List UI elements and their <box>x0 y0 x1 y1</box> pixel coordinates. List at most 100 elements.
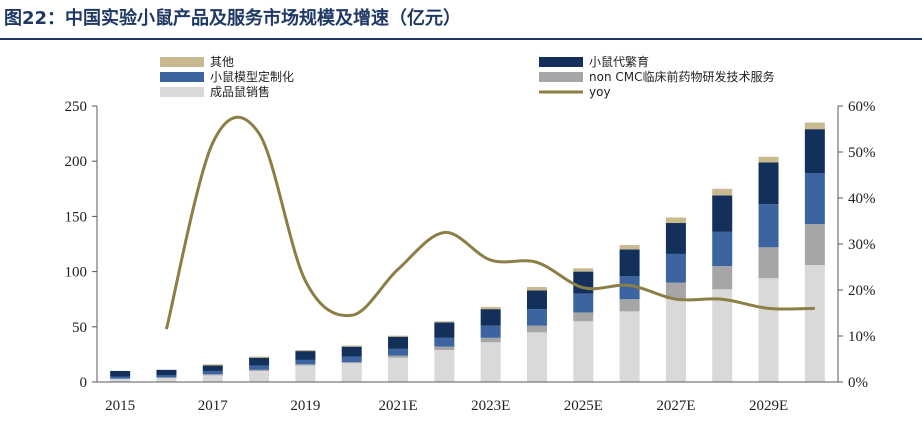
bar-breeding <box>665 223 686 254</box>
bar-model <box>295 359 316 365</box>
legend-swatch-model <box>160 72 204 82</box>
legend-label-yoy: yoy <box>589 85 611 99</box>
x-tick-label: 2023E <box>471 398 510 414</box>
y-left-tick-label: 250 <box>65 99 88 115</box>
yoy-line <box>165 115 815 330</box>
bar-other <box>526 287 547 291</box>
y-left-tick-label: 150 <box>65 209 88 225</box>
y-right-tick-label: 50% <box>848 145 876 161</box>
bar-finished <box>758 278 779 382</box>
bar-other <box>295 349 316 352</box>
bar-breeding <box>573 271 594 294</box>
bar-breeding <box>526 290 547 310</box>
bar-model <box>712 231 733 267</box>
bar-breeding <box>434 322 455 338</box>
bar-finished <box>388 357 409 382</box>
x-axis: 2015 2017 2019 2021E 2023E 2025E 2027E 2029E <box>97 381 838 414</box>
y-left-tick-label: 100 <box>65 265 88 281</box>
bar-noncmc <box>526 325 547 333</box>
bar-other <box>665 217 686 224</box>
bar-noncmc <box>573 312 594 322</box>
bar-noncmc <box>665 282 686 300</box>
bar-model <box>341 356 362 363</box>
bars <box>110 122 825 382</box>
bar-model <box>526 309 547 326</box>
bar-breeding <box>758 162 779 205</box>
bar-other <box>619 245 640 250</box>
x-tick-label: 2015 <box>105 398 135 414</box>
bar-other <box>202 364 223 366</box>
bar-finished <box>434 349 455 382</box>
legend-swatch-other <box>160 57 204 67</box>
bar-breeding <box>480 309 501 326</box>
legend-swatch-finished <box>160 87 204 97</box>
bar-model <box>804 173 825 225</box>
legend-label-noncmc: non CMC临床前药物研发技术服务 <box>589 69 774 84</box>
bar-noncmc <box>249 369 270 371</box>
bar-breeding <box>295 351 316 360</box>
bar-other <box>758 156 779 163</box>
bar-finished <box>202 375 223 382</box>
legend-label-model: 小鼠模型定制化 <box>210 69 294 84</box>
y-right-tick-label: 0% <box>848 375 868 391</box>
bar-model <box>202 370 223 375</box>
bar-finished <box>249 370 270 382</box>
bar-noncmc <box>388 355 409 358</box>
x-tick-label: 2017 <box>198 398 229 414</box>
bar-breeding <box>249 357 270 366</box>
bar-noncmc <box>619 299 640 312</box>
bar-breeding <box>202 365 223 371</box>
bar-other <box>480 306 501 310</box>
bar-model <box>388 348 409 356</box>
y-left-tick-label: 0 <box>80 375 88 391</box>
y-left-tick-label: 50 <box>72 320 87 336</box>
bar-finished <box>110 378 131 382</box>
y-right-tick-label: 30% <box>848 237 876 253</box>
bar-model <box>110 376 131 379</box>
bar-model <box>434 337 455 347</box>
bar-finished <box>804 264 825 382</box>
x-tick-label: 2027E <box>656 398 695 414</box>
bar-noncmc <box>341 362 362 364</box>
x-tick-label: 2029E <box>749 398 788 414</box>
legend-label-other: 其他 <box>210 55 234 69</box>
y-axis-right: 0% 10% 20% 30% 40% 50% 60% <box>837 99 876 391</box>
bar-noncmc <box>295 364 316 366</box>
bar-finished <box>573 321 594 382</box>
bar-other <box>573 268 594 272</box>
title-rule <box>0 38 922 40</box>
legend-label-finished: 成品鼠销售 <box>210 84 270 99</box>
legend-label-breeding: 小鼠代繁育 <box>589 54 649 69</box>
bar-finished <box>295 365 316 382</box>
bar-noncmc <box>804 224 825 265</box>
bar-model <box>249 365 270 370</box>
yoy-line-series <box>165 115 815 330</box>
bar-finished <box>526 332 547 382</box>
bar-noncmc <box>202 374 223 376</box>
y-left-tick-label: 200 <box>65 154 88 170</box>
bar-model <box>480 325 501 338</box>
legend-swatch-breeding <box>539 57 583 67</box>
x-tick-label: 2025E <box>564 398 603 414</box>
bar-breeding <box>156 369 177 376</box>
bar-breeding <box>388 336 409 349</box>
bar-noncmc <box>712 266 733 290</box>
bar-other <box>249 356 270 358</box>
bar-model <box>619 276 640 300</box>
y-right-tick-label: 40% <box>848 191 876 207</box>
legend-swatch-noncmc <box>539 72 583 82</box>
bar-model <box>156 375 177 378</box>
y-axis-left: 0 50 100 150 200 250 <box>65 99 98 391</box>
bar-breeding <box>341 346 362 357</box>
bar-finished <box>619 311 640 382</box>
figure-title: 图22：中国实验小鼠产品及服务市场规模及增速（亿元） <box>4 8 462 29</box>
bar-other <box>341 345 362 347</box>
y-right-tick-label: 10% <box>848 329 876 345</box>
bar-other <box>434 321 455 323</box>
bar-noncmc <box>758 247 779 279</box>
bar-noncmc <box>480 337 501 343</box>
bar-model <box>665 253 686 283</box>
y-right-tick-label: 60% <box>848 99 876 115</box>
